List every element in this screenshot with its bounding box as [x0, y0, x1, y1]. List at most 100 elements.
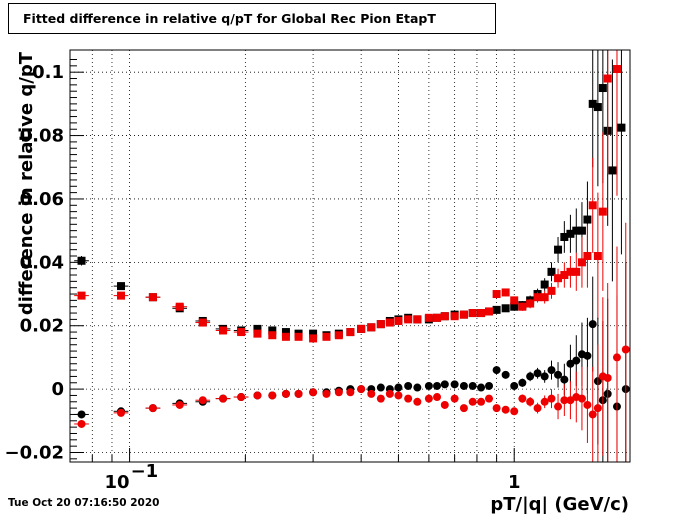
data-point	[346, 328, 355, 337]
data-point	[376, 394, 385, 403]
data-point	[468, 309, 477, 318]
data-point	[540, 280, 549, 289]
data-point	[77, 419, 86, 428]
data-point	[612, 65, 621, 74]
data-point	[501, 304, 510, 313]
data-point	[237, 393, 246, 402]
data-point	[459, 381, 468, 390]
data-point	[117, 282, 126, 291]
data-point	[501, 405, 510, 414]
data-point	[526, 372, 535, 381]
data-points	[74, 50, 630, 462]
data-point	[219, 326, 228, 335]
timestamp: Tue Oct 20 07:16:50 2020	[8, 497, 160, 509]
data-point	[608, 166, 617, 175]
data-point	[117, 291, 126, 300]
data-point	[253, 329, 262, 338]
data-point	[376, 383, 385, 392]
data-point	[526, 299, 535, 308]
data-point	[603, 74, 612, 83]
data-point	[394, 391, 403, 400]
data-point	[346, 388, 355, 397]
data-point	[404, 315, 413, 324]
data-point	[588, 410, 597, 419]
y-tick-label: 0.06	[20, 189, 64, 210]
x-tick-label: 10	[105, 472, 130, 493]
data-point	[322, 332, 331, 341]
data-point	[175, 400, 184, 409]
data-point	[77, 256, 86, 265]
data-point	[334, 331, 343, 340]
y-tick-label: −0.02	[5, 442, 65, 463]
data-point	[357, 324, 366, 333]
data-point	[485, 394, 494, 403]
data-point	[424, 394, 433, 403]
data-point	[77, 291, 86, 300]
data-point	[554, 402, 563, 411]
data-point	[198, 318, 207, 327]
data-point	[385, 389, 394, 398]
data-point	[450, 380, 459, 389]
data-point	[492, 404, 501, 413]
data-point	[219, 394, 228, 403]
data-point	[588, 201, 597, 210]
x-tick-exponent: −1	[131, 461, 159, 482]
data-point	[281, 389, 290, 398]
data-point	[518, 302, 527, 311]
data-point	[560, 396, 569, 405]
data-point	[560, 375, 569, 384]
data-point	[424, 313, 433, 322]
data-point	[501, 370, 510, 379]
data-point	[577, 394, 586, 403]
data-point	[281, 332, 290, 341]
data-point	[357, 385, 366, 394]
data-point	[540, 372, 549, 381]
y-axis-title: difference in relative q/pT	[16, 51, 37, 315]
data-point	[450, 312, 459, 321]
data-point	[468, 381, 477, 390]
x-axis-title: pT/|q| (GeV/c)	[490, 494, 629, 514]
series-3	[74, 222, 630, 462]
data-point	[577, 258, 586, 267]
data-point	[413, 383, 422, 392]
data-point	[501, 288, 510, 297]
data-point	[510, 296, 519, 305]
data-point	[510, 381, 519, 390]
data-point	[468, 397, 477, 406]
data-point	[547, 394, 556, 403]
data-point	[322, 389, 331, 398]
data-point	[175, 302, 184, 311]
data-point	[281, 328, 290, 337]
series-2	[74, 262, 630, 462]
data-point	[459, 404, 468, 413]
y-tick-label: 0	[51, 379, 64, 400]
data-point	[404, 394, 413, 403]
data-point	[367, 389, 376, 398]
data-point	[547, 267, 556, 276]
data-point	[440, 380, 449, 389]
data-point	[253, 324, 262, 333]
data-point	[518, 394, 527, 403]
data-point	[554, 245, 563, 254]
data-point	[583, 351, 592, 360]
data-point	[593, 103, 602, 112]
data-point	[148, 293, 157, 302]
data-point	[572, 356, 581, 365]
data-point	[617, 123, 626, 132]
data-point	[540, 293, 549, 302]
data-point	[572, 267, 581, 276]
data-point	[566, 229, 575, 238]
axis-ticks: 0.1 0.08 0.06 0.04 0.02 0 −0.02 10−1 1	[5, 59, 520, 493]
data-point	[492, 305, 501, 314]
data-point	[485, 381, 494, 390]
data-point	[583, 215, 592, 224]
data-point	[566, 359, 575, 368]
data-point	[612, 353, 621, 362]
data-point	[566, 267, 575, 276]
data-point	[554, 370, 563, 379]
data-point	[117, 408, 126, 417]
data-point	[603, 374, 612, 383]
data-point	[583, 400, 592, 409]
chart-title: Fitted difference in relative q/pT for G…	[8, 3, 496, 34]
data-point	[77, 410, 86, 419]
